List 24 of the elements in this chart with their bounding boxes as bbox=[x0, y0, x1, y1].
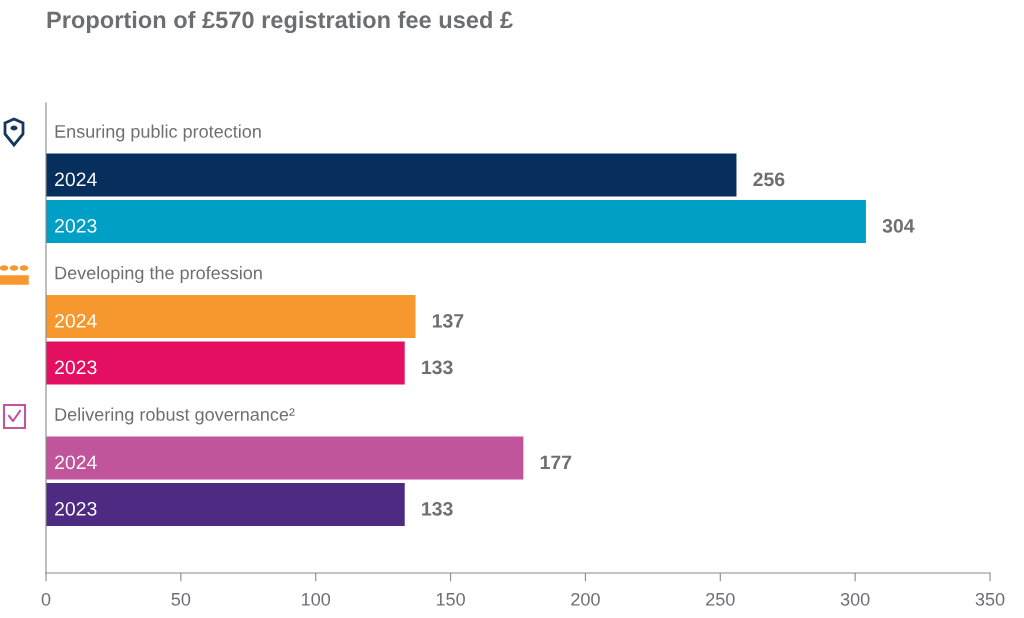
text: 2023 bbox=[55, 501, 97, 516]
chart-title: Proportion of £570 registration fee used £ bbox=[47, 10, 513, 34]
text: 2024 bbox=[55, 313, 97, 328]
y-tick-label: Delivering robust governance² bbox=[55, 407, 295, 425]
text: 2023 bbox=[55, 360, 97, 375]
x-tick-label: 50 bbox=[171, 592, 191, 606]
data-label: 133 bbox=[422, 360, 453, 375]
data-label: 177 bbox=[540, 455, 572, 470]
x-tick-label: 0 bbox=[41, 592, 51, 606]
x-tick-label: 350 bbox=[975, 592, 1005, 606]
data-label: 133 bbox=[422, 501, 453, 516]
series-label: 2023 bbox=[55, 218, 97, 233]
text: 2024 bbox=[55, 455, 97, 470]
y-tick-label: Ensuring public protection bbox=[55, 124, 261, 142]
x-tick-label: 300 bbox=[840, 592, 870, 606]
x-tick-label: 250 bbox=[706, 592, 735, 606]
data-label: 256 bbox=[753, 172, 785, 187]
x-tick-label: 200 bbox=[571, 592, 600, 606]
x-tick-label: 100 bbox=[302, 592, 331, 606]
data-label: 304 bbox=[882, 218, 915, 233]
series-label: 2024 bbox=[55, 172, 97, 187]
y-tick-label: Developing the profession bbox=[55, 266, 262, 283]
x-tick-label: 150 bbox=[436, 592, 465, 606]
data-label: 137 bbox=[432, 313, 464, 328]
